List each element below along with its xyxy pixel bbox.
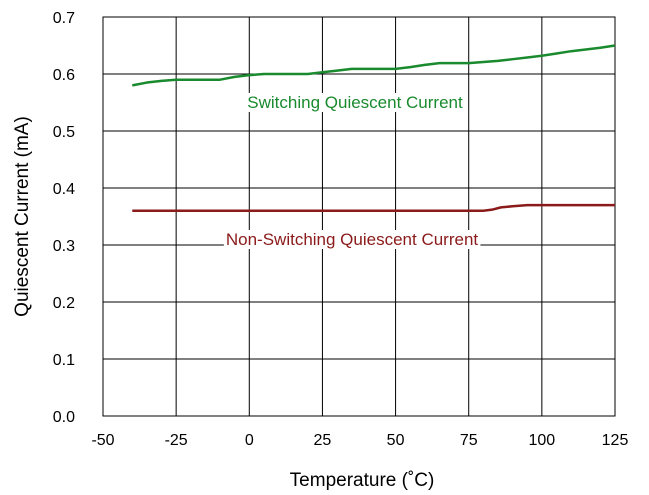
y-tick-labels: 0.0 0.1 0.2 0.3 0.4 0.5 0.6 0.7 xyxy=(53,10,75,426)
series-labels: Switching Quiescent Current Non-Switchin… xyxy=(223,93,481,249)
switching-series-label: Switching Quiescent Current xyxy=(247,93,463,112)
x-tick-label: 125 xyxy=(602,432,629,449)
x-tick-label: 100 xyxy=(529,432,556,449)
x-tick-label: 50 xyxy=(387,432,405,449)
series-layer xyxy=(132,44,616,213)
x-axis-title: Temperature (˚C) xyxy=(290,470,435,491)
x-tick-label: 25 xyxy=(314,432,332,449)
switching-series-line xyxy=(132,44,616,87)
y-tick-label: 0.7 xyxy=(53,10,75,27)
grid xyxy=(102,16,616,417)
x-tick-label: -50 xyxy=(91,432,114,449)
x-tick-label: -25 xyxy=(165,432,188,449)
y-tick-label: 0.6 xyxy=(53,67,75,84)
y-tick-label: 0.1 xyxy=(53,352,75,369)
non-switching-label-background xyxy=(223,230,481,249)
y-tick-label: 0.5 xyxy=(53,124,75,141)
y-tick-label: 0.3 xyxy=(53,238,75,255)
plot-area-frame xyxy=(102,16,616,417)
y-tick-label: 0.2 xyxy=(53,295,75,312)
non-switching-series-line xyxy=(132,203,615,213)
x-tick-labels: -50 -25 0 25 50 75 100 125 xyxy=(91,432,628,449)
x-tick-label: 75 xyxy=(460,432,478,449)
switching-label-background xyxy=(245,93,465,112)
y-tick-label: 0.4 xyxy=(53,181,75,198)
x-tick-label: 0 xyxy=(245,432,254,449)
non-switching-series-label: Non-Switching Quiescent Current xyxy=(226,230,479,249)
y-tick-label: 0.0 xyxy=(53,409,75,426)
y-axis-title: Quiescent Current (mA) xyxy=(12,116,33,317)
